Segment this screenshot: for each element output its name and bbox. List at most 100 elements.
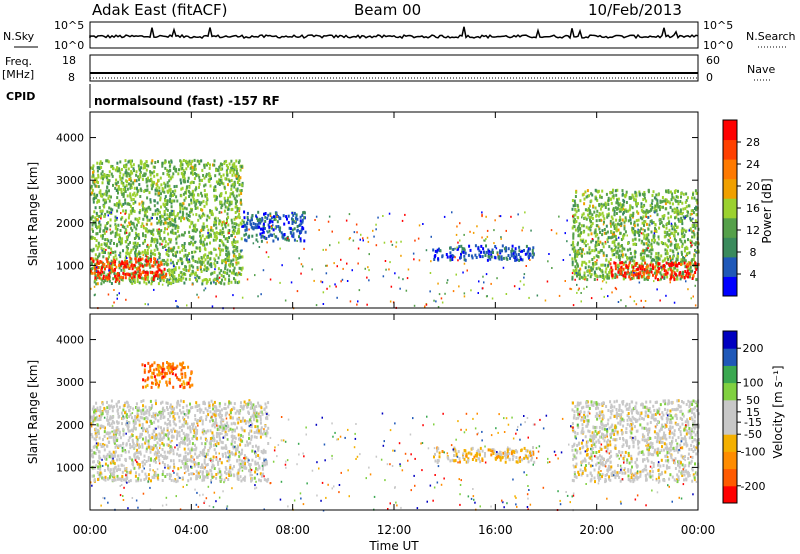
- data-cell: [93, 280, 96, 284]
- data-cell: [191, 192, 194, 196]
- data-cell: [172, 209, 175, 213]
- data-cell: [446, 279, 449, 282]
- data-cell: [279, 281, 281, 284]
- data-cell: [251, 234, 254, 238]
- data-cell: [218, 165, 221, 169]
- data-cell: [581, 216, 583, 219]
- data-cell: [658, 267, 660, 271]
- data-cell: [649, 248, 652, 252]
- data-cell: [156, 184, 159, 188]
- data-cell: [643, 223, 645, 227]
- data-cell: [222, 173, 225, 177]
- data-cell: [139, 168, 142, 172]
- data-cell: [674, 198, 677, 202]
- data-cell: [265, 251, 268, 254]
- data-cell: [215, 422, 218, 426]
- data-cell: [286, 217, 288, 221]
- data-cell: [451, 248, 454, 251]
- data-cell: [624, 216, 627, 220]
- data-cell: [692, 295, 694, 298]
- data-cell: [228, 467, 231, 471]
- data-cell: [235, 261, 237, 264]
- data-cell: [118, 169, 121, 173]
- colorbar-tick-label: 24: [746, 158, 760, 171]
- data-cell: [178, 273, 180, 277]
- data-cell: [619, 215, 622, 219]
- data-cell: [684, 259, 687, 263]
- data-cell: [173, 417, 176, 421]
- data-cell: [228, 252, 231, 256]
- data-cell: [169, 465, 172, 469]
- data-cell: [275, 215, 278, 219]
- data-cell: [586, 285, 588, 288]
- data-cell: [190, 446, 193, 450]
- data-cell: [613, 253, 616, 257]
- data-cell: [142, 232, 144, 236]
- data-cell: [515, 253, 518, 257]
- data-cell: [658, 262, 661, 266]
- data-cell: [112, 251, 115, 254]
- data-cell: [255, 455, 257, 458]
- data-cell: [116, 454, 119, 458]
- data-cell: [133, 244, 136, 248]
- data-cell: [659, 277, 662, 281]
- data-cell: [485, 238, 487, 240]
- data-cell: [657, 235, 660, 239]
- data-cell: [279, 226, 282, 230]
- data-cell: [122, 446, 125, 450]
- data-cell: [191, 448, 194, 452]
- data-cell: [195, 246, 198, 250]
- data-cell: [181, 233, 183, 237]
- data-cell: [579, 199, 582, 203]
- data-cell: [105, 432, 108, 436]
- data-cell: [585, 195, 588, 199]
- data-cell: [199, 216, 202, 220]
- data-cell: [658, 208, 661, 212]
- data-cell: [244, 238, 247, 242]
- data-cell: [188, 267, 191, 271]
- data-cell: [617, 222, 619, 226]
- data-cell: [134, 270, 137, 274]
- data-cell: [199, 240, 202, 243]
- data-cell: [168, 217, 171, 221]
- data-cell: [136, 277, 139, 281]
- data-cell: [259, 218, 261, 222]
- data-cell: [685, 199, 688, 202]
- data-cell: [226, 201, 229, 204]
- data-cell: [443, 215, 446, 218]
- data-cell: [692, 258, 695, 261]
- data-cell: [181, 262, 184, 266]
- data-cell: [572, 215, 574, 218]
- data-cell: [487, 254, 490, 258]
- data-cell: [241, 448, 244, 452]
- data-cell: [193, 177, 196, 181]
- data-cell: [673, 237, 676, 241]
- data-cell: [142, 234, 145, 238]
- data-cell: [512, 250, 515, 254]
- data-cell: [670, 276, 672, 280]
- data-cell: [194, 204, 197, 208]
- data-cell: [181, 204, 184, 208]
- data-cell: [102, 261, 104, 265]
- data-cell: [181, 163, 184, 167]
- data-cell: [152, 238, 155, 241]
- data-cell: [273, 218, 276, 221]
- data-cell: [97, 270, 100, 274]
- data-cell: [174, 266, 177, 270]
- data-cell: [256, 219, 259, 222]
- data-cell: [254, 425, 257, 429]
- data-cell: [669, 259, 672, 263]
- data-cell: [599, 231, 601, 234]
- data-cell: [138, 202, 141, 206]
- data-cell: [131, 228, 134, 232]
- data-cell: [659, 271, 662, 275]
- data-cell: [193, 172, 196, 175]
- data-cell: [193, 428, 195, 432]
- data-cell: [650, 259, 653, 263]
- data-cell: [183, 174, 186, 178]
- data-cell: [187, 269, 190, 272]
- data-cell: [582, 224, 585, 228]
- data-cell: [158, 273, 161, 277]
- data-cell: [135, 243, 138, 247]
- data-cell: [618, 223, 621, 227]
